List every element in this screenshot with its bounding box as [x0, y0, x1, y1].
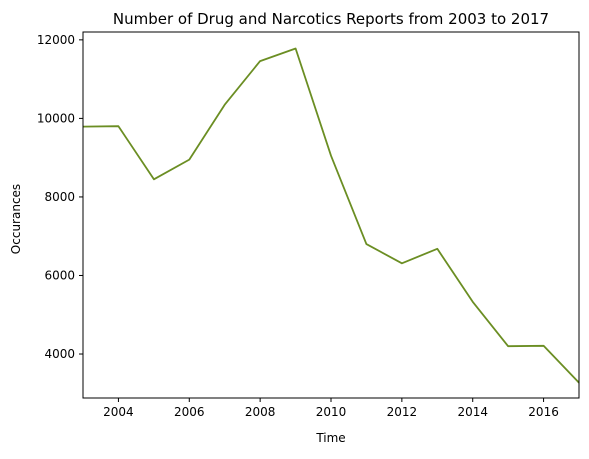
x-tick-label: 2008: [245, 405, 276, 419]
y-axis-label: Occurances: [9, 184, 23, 254]
x-axis-label: Time: [315, 431, 345, 445]
plot-area: [82, 31, 580, 399]
x-tick-label: 2010: [316, 405, 347, 419]
x-tick-label: 2006: [174, 405, 205, 419]
x-tick-label: 2016: [528, 405, 559, 419]
x-tick-label: 2012: [387, 405, 418, 419]
y-tick-label: 8000: [44, 190, 75, 204]
series-line-0: [82, 47, 580, 384]
chart-title: Number of Drug and Narcotics Reports fro…: [113, 10, 549, 28]
y-axis: 4000 6000 8000 10000 12000: [37, 33, 83, 361]
x-tick-label: 2004: [103, 405, 134, 419]
y-tick-label: 6000: [44, 268, 75, 282]
y-tick-label: 4000: [44, 347, 75, 361]
y-tick-label: 10000: [37, 111, 75, 125]
x-axis: 2004 2006 2008 2010 2012 2014 2016: [103, 398, 559, 419]
y-tick-label: 12000: [37, 33, 75, 47]
x-tick-label: 2014: [457, 405, 488, 419]
